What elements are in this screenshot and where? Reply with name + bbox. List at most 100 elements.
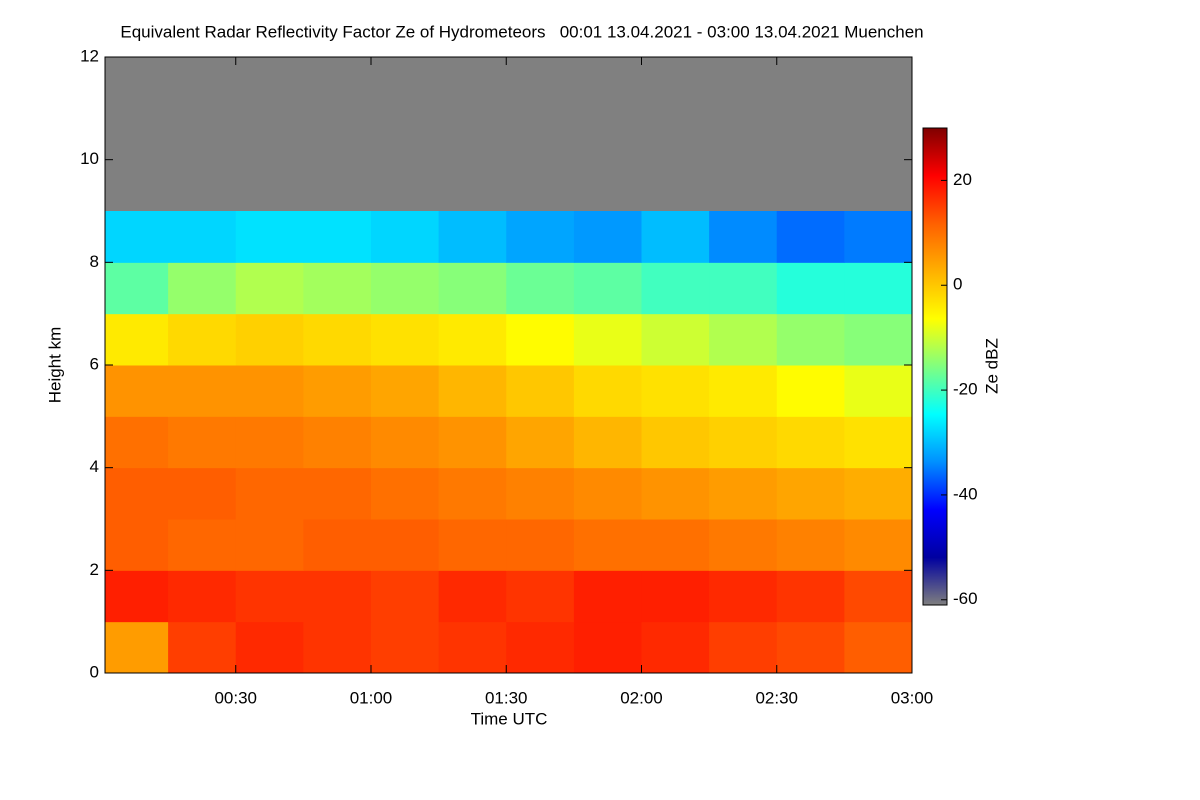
heatmap-cell: [438, 416, 507, 469]
y-tick-label: 2: [90, 560, 99, 579]
heatmap-cell: [438, 467, 507, 520]
heatmap-cell: [303, 519, 372, 571]
heatmap-cell: [776, 621, 845, 674]
x-tick-label: 01:30: [485, 688, 528, 707]
colorbar-tick-label: 20: [953, 170, 972, 189]
heatmap-cell: [573, 416, 642, 469]
heatmap-cell: [105, 519, 169, 571]
heatmap-cell: [235, 211, 304, 263]
heatmap-cell: [105, 570, 169, 623]
heatmap-cell: [844, 211, 913, 263]
heatmap-cell: [573, 467, 642, 520]
heatmap-cell: [370, 313, 440, 366]
heatmap-cell: [303, 467, 372, 520]
colorbar-tick-label: 0: [953, 275, 962, 294]
heatmap-cell: [370, 570, 440, 623]
heatmap-cell: [303, 570, 372, 623]
heatmap-cell: [506, 313, 575, 366]
heatmap-cell: [709, 570, 778, 623]
heatmap-cell: [844, 621, 913, 674]
heatmap-cell: [168, 519, 237, 571]
heatmap-cell: [438, 570, 507, 623]
heatmap-cell: [709, 313, 778, 366]
heatmap-cell: [776, 570, 845, 623]
colorbar-tick-label: -40: [953, 484, 978, 503]
heatmap-cell: [641, 621, 710, 674]
heatmap-cell: [105, 211, 169, 263]
heatmap-cell: [438, 262, 507, 315]
heatmap-cell: [168, 621, 237, 674]
heatmap-cell: [303, 365, 372, 417]
heatmap-cell: [303, 262, 372, 315]
heatmap-cell: [370, 621, 440, 674]
heatmap-cell: [235, 313, 304, 366]
heatmap-cell: [105, 416, 169, 469]
heatmap-cell: [641, 416, 710, 469]
x-tick-label: 02:00: [620, 688, 663, 707]
heatmap-cell: [844, 416, 913, 469]
x-tick-label: 01:00: [350, 688, 393, 707]
heatmap-cell: [573, 313, 642, 366]
heatmap-cell: [105, 313, 169, 366]
heatmap-cell: [844, 262, 913, 315]
heatmap-cell: [370, 519, 440, 571]
heatmap-cell: [168, 262, 237, 315]
heatmap-cell: [168, 365, 237, 417]
heatmap-cell: [641, 570, 710, 623]
y-tick-label: 8: [90, 252, 99, 271]
heatmap-cell: [506, 570, 575, 623]
heatmap-cell: [641, 519, 710, 571]
heatmap-cell: [844, 467, 913, 520]
heatmap-cell: [438, 313, 507, 366]
heatmap-cell: [105, 621, 169, 674]
heatmap-cell: [303, 313, 372, 366]
heatmap-cell: [641, 313, 710, 366]
y-tick-label: 0: [90, 662, 99, 681]
heatmap-cell: [438, 621, 507, 674]
heatmap-cell: [105, 262, 169, 315]
heatmap-cell: [776, 467, 845, 520]
heatmap-cell: [844, 313, 913, 366]
heatmap-cell: [438, 211, 507, 263]
heatmap-cell: [370, 416, 440, 469]
heatmap-cell: [709, 621, 778, 674]
heatmap-cell: [235, 570, 304, 623]
heatmap-cell: [776, 262, 845, 315]
heatmap-cell: [370, 262, 440, 315]
heatmap-cell: [844, 519, 913, 571]
heatmap-cell: [168, 416, 237, 469]
heatmap-cell: [370, 211, 440, 263]
heatmap-cell: [709, 519, 778, 571]
heatmap-cell: [709, 467, 778, 520]
y-tick-label: 4: [90, 457, 99, 476]
y-tick-label: 10: [80, 149, 99, 168]
y-axis-label: Height km: [45, 327, 64, 404]
heatmap-cell: [303, 621, 372, 674]
heatmap-cell: [235, 467, 304, 520]
heatmap-cell: [506, 519, 575, 571]
heatmap-cell: [844, 365, 913, 417]
heatmap-cell: [105, 365, 169, 417]
heatmap-cell: [168, 570, 237, 623]
heatmap-cell: [303, 416, 372, 469]
heatmap-cell: [709, 262, 778, 315]
heatmap-cell: [573, 211, 642, 263]
heatmap-cell: [235, 519, 304, 571]
x-tick-label: 02:30: [755, 688, 798, 707]
heatmap-cell: [709, 365, 778, 417]
heatmap-cell: [506, 211, 575, 263]
heatmap-cell: [709, 211, 778, 263]
heatmap-cell: [506, 621, 575, 674]
heatmap-cell: [573, 621, 642, 674]
heatmap-cell: [168, 313, 237, 366]
colorbar-label: Ze dBZ: [982, 338, 1001, 394]
heatmap-cell: [573, 519, 642, 571]
heatmap-cell: [776, 211, 845, 263]
y-tick-label: 6: [90, 354, 99, 373]
heatmap-cell: [370, 365, 440, 417]
x-tick-label: 03:00: [891, 688, 934, 707]
colorbar-tick-label: -60: [953, 589, 978, 608]
heatmap-cell: [641, 467, 710, 520]
heatmap-cell: [506, 262, 575, 315]
heatmap-cell: [776, 313, 845, 366]
